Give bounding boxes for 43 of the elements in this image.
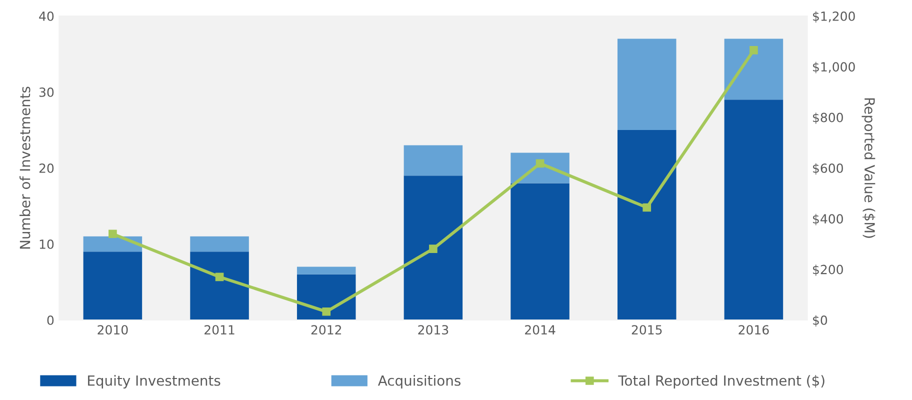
y-tick-label: 0: [47, 315, 54, 325]
bar: [724, 38, 784, 100]
y-tick-label: 30: [39, 87, 54, 97]
y2-tick-label: $1,000: [813, 62, 855, 74]
y2-tick-label: $0: [813, 315, 828, 327]
legend-label: Equity Investments: [88, 375, 220, 388]
point: [536, 159, 544, 168]
x-tick-label: 2014: [525, 325, 556, 335]
y-tick-label: 10: [40, 239, 54, 249]
y2-tick-label: $800: [813, 112, 843, 124]
legend-label: Acquisitions: [378, 375, 460, 388]
point: [215, 272, 224, 282]
bar: [617, 130, 676, 320]
point: [322, 307, 331, 316]
bar: [617, 38, 676, 130]
bar: [296, 266, 356, 274]
point: [642, 203, 652, 212]
bar: [190, 252, 249, 320]
bar: [510, 183, 570, 320]
y2-axis-title: Reported Value ($M): [862, 98, 876, 238]
y-axis-title: Number of Investments: [20, 86, 30, 249]
y-tick-label: 40: [39, 11, 54, 21]
point: [108, 230, 117, 238]
x-tick-label: 2011: [204, 325, 234, 335]
bar: [404, 176, 463, 320]
x-tick-label: 2013: [418, 325, 448, 335]
bar: [296, 274, 356, 320]
bar: [190, 236, 249, 252]
y2-tick-label: $600: [813, 163, 843, 175]
x-tick-label: 2012: [311, 325, 342, 335]
x-tick-label: 2010: [98, 325, 128, 335]
y-tick-label: 20: [39, 163, 54, 173]
y2-tick-label: $1,200: [813, 11, 855, 23]
y2-tick-label: $400: [813, 214, 843, 226]
x-tick-label: 2016: [738, 325, 769, 335]
x-tick-label: 2015: [632, 325, 662, 335]
bar: [83, 252, 142, 320]
y2-tick-label: $200: [813, 264, 843, 276]
point: [429, 244, 438, 253]
point: [750, 46, 758, 54]
bar: [724, 100, 784, 320]
bar: [404, 145, 463, 176]
legend-label: Total Reported Investment ($): [618, 375, 824, 388]
